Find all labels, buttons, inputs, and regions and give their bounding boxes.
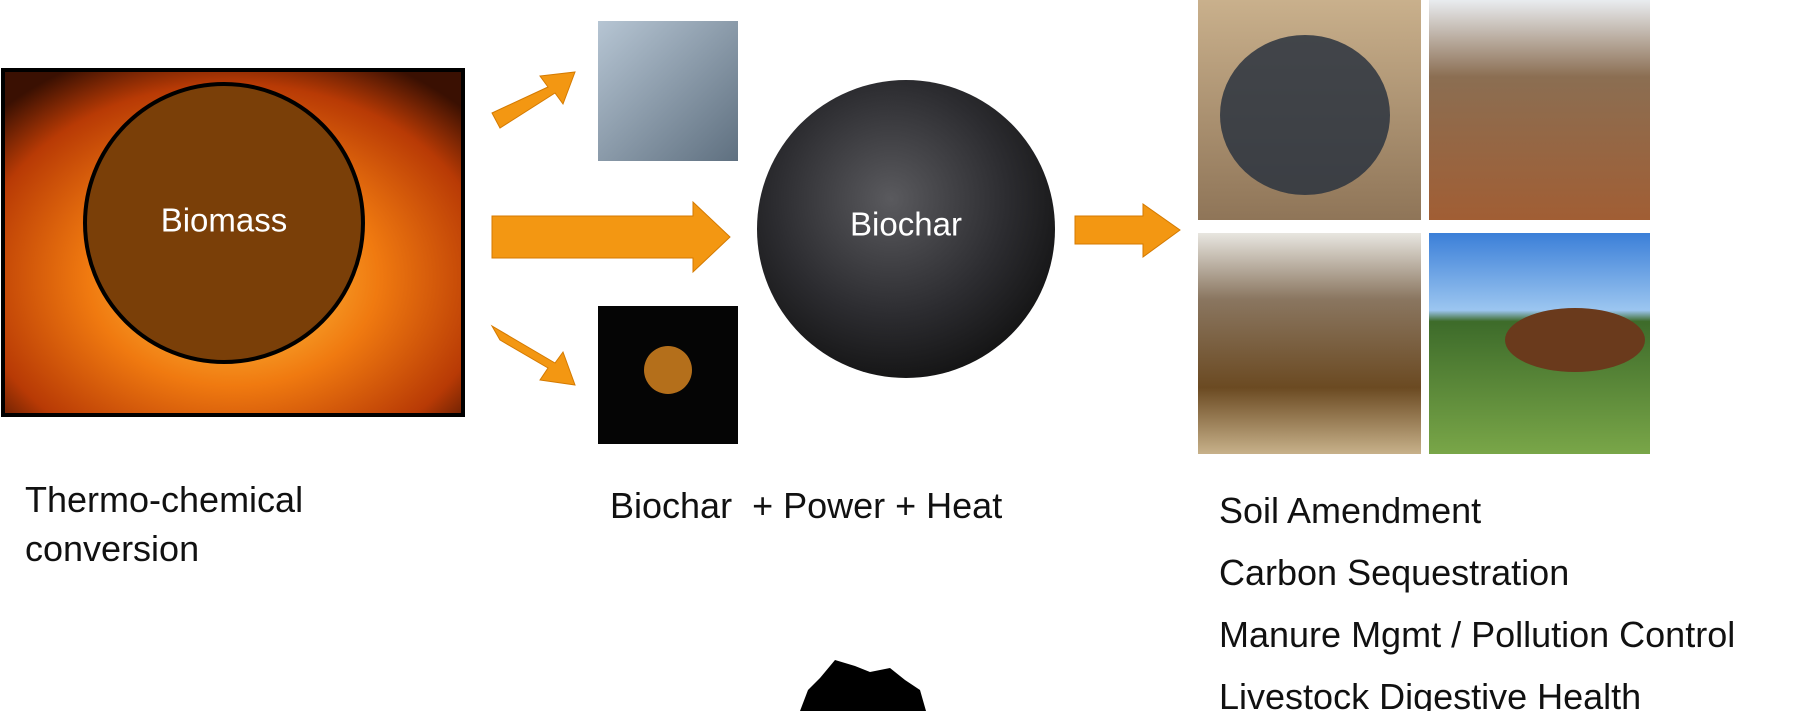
caption: Thermo-chemical conversion — [25, 476, 303, 573]
arrow — [492, 72, 575, 128]
arrow — [492, 202, 730, 272]
cow — [1505, 308, 1645, 372]
use-item: Soil Amendment — [1219, 480, 1735, 542]
diagram: Biomass Biochar Thermo-chemical conversi… — [0, 0, 1793, 711]
tree-silhouette — [800, 660, 926, 711]
arrow — [1075, 204, 1180, 257]
caption-line: conversion — [25, 525, 303, 574]
use-item: Livestock Digestive Health — [1219, 666, 1735, 711]
uses-list: Soil Amendment Carbon Sequestration Manu… — [1219, 480, 1735, 711]
radiator-photo — [598, 21, 738, 161]
caption-line: Thermo-chemical — [25, 476, 303, 525]
biochar-pile — [1220, 35, 1390, 195]
arrow — [492, 326, 575, 385]
bulb — [644, 346, 692, 394]
farm-photo — [1429, 0, 1650, 220]
node-label: Biochar — [850, 206, 962, 243]
use-item: Carbon Sequestration — [1219, 542, 1735, 604]
node-label: Biomass — [161, 202, 288, 239]
caption: Biochar + Power + Heat — [610, 482, 1002, 531]
use-item: Manure Mgmt / Pollution Control — [1219, 604, 1735, 666]
soil-profile-photo — [1198, 233, 1421, 454]
